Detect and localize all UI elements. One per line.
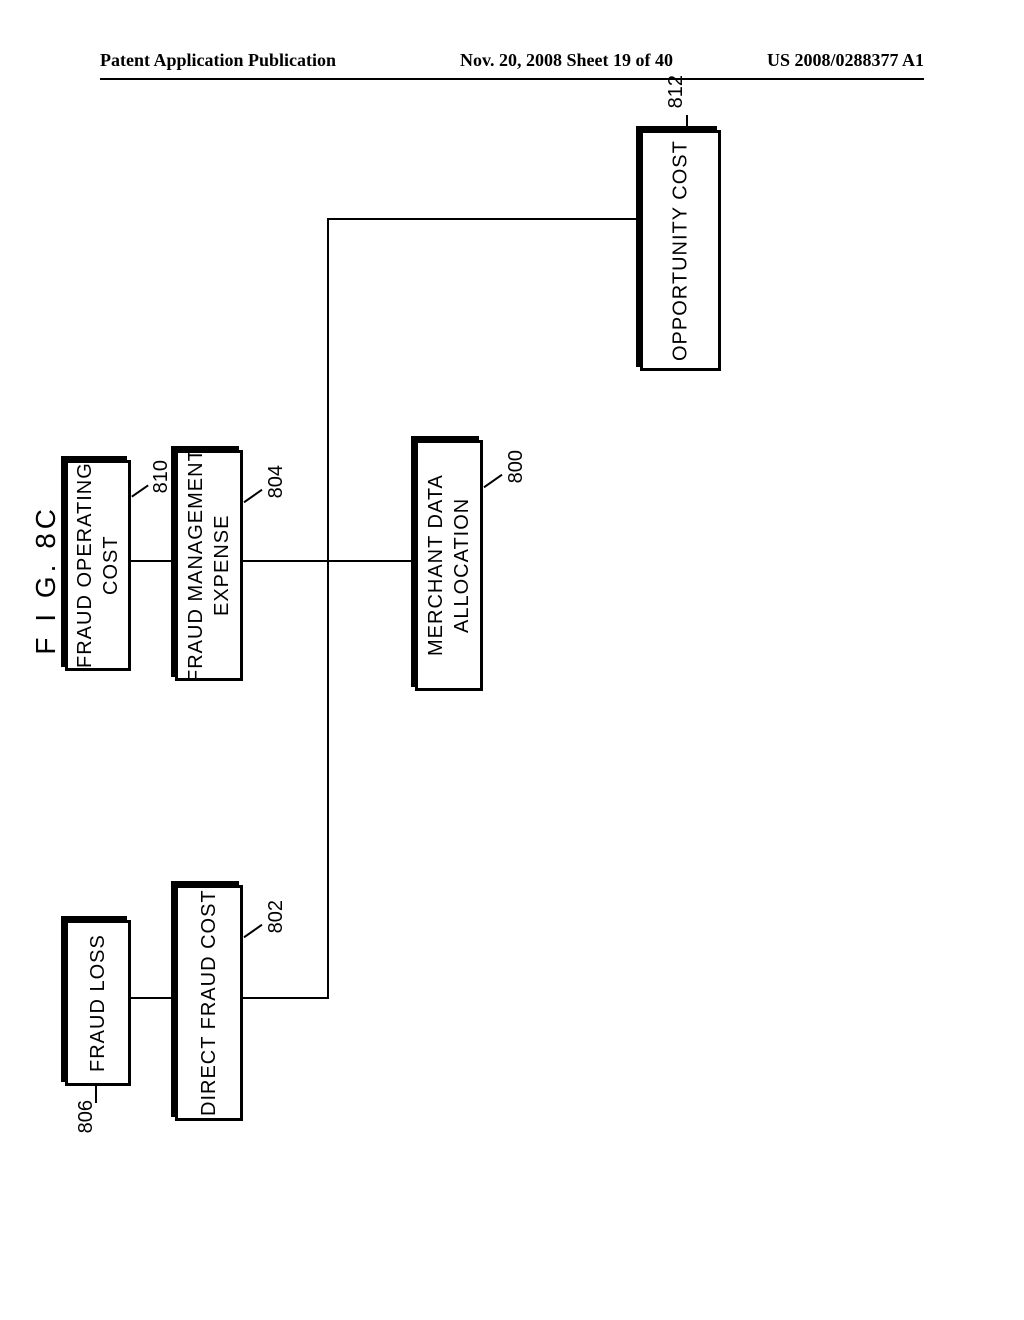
leader-806: [95, 1085, 97, 1103]
leader-810: [131, 484, 149, 497]
diagram-container: MERCHANT DATA ALLOCATION 800 DIRECT FRAU…: [130, 130, 890, 1180]
header-rule: [100, 78, 924, 80]
header-left: Patent Application Publication: [100, 50, 336, 71]
node-merchant-data: MERCHANT DATA ALLOCATION: [415, 440, 483, 691]
bus-h: [327, 218, 329, 998]
ref-800: 800: [505, 450, 528, 483]
header-right: US 2008/0288377 A1: [767, 50, 924, 71]
node-fraud-loss: FRAUD LOSS: [65, 920, 131, 1086]
node-opportunity: OPPORTUNITY COST: [640, 130, 721, 371]
bus-to-mgmt: [242, 560, 329, 562]
leader-800: [483, 474, 502, 488]
ref-810: 810: [150, 460, 173, 493]
bus-to-direct: [242, 997, 329, 999]
leader-804: [243, 489, 262, 503]
header-center: Nov. 20, 2008 Sheet 19 of 40: [460, 50, 673, 71]
page-header: Patent Application Publication Nov. 20, …: [100, 50, 924, 71]
node-direct-fraud: DIRECT FRAUD COST: [175, 885, 243, 1121]
leader-812: [686, 115, 688, 130]
direct-down: [130, 997, 175, 999]
ref-812: 812: [665, 75, 688, 108]
leader-802: [243, 924, 262, 938]
ref-806: 806: [75, 1100, 98, 1133]
node-fraud-mgmt: FRAUD MANAGEMENT EXPENSE: [175, 450, 243, 681]
node-fraud-op: FRAUD OPERATING COST: [65, 460, 131, 671]
ref-802: 802: [265, 900, 288, 933]
bus-to-opp: [329, 218, 639, 220]
ref-804: 804: [265, 465, 288, 498]
root-to-bus: [329, 560, 415, 562]
mgmt-down: [130, 560, 175, 562]
figure-label: F I G. 8C: [30, 505, 62, 655]
